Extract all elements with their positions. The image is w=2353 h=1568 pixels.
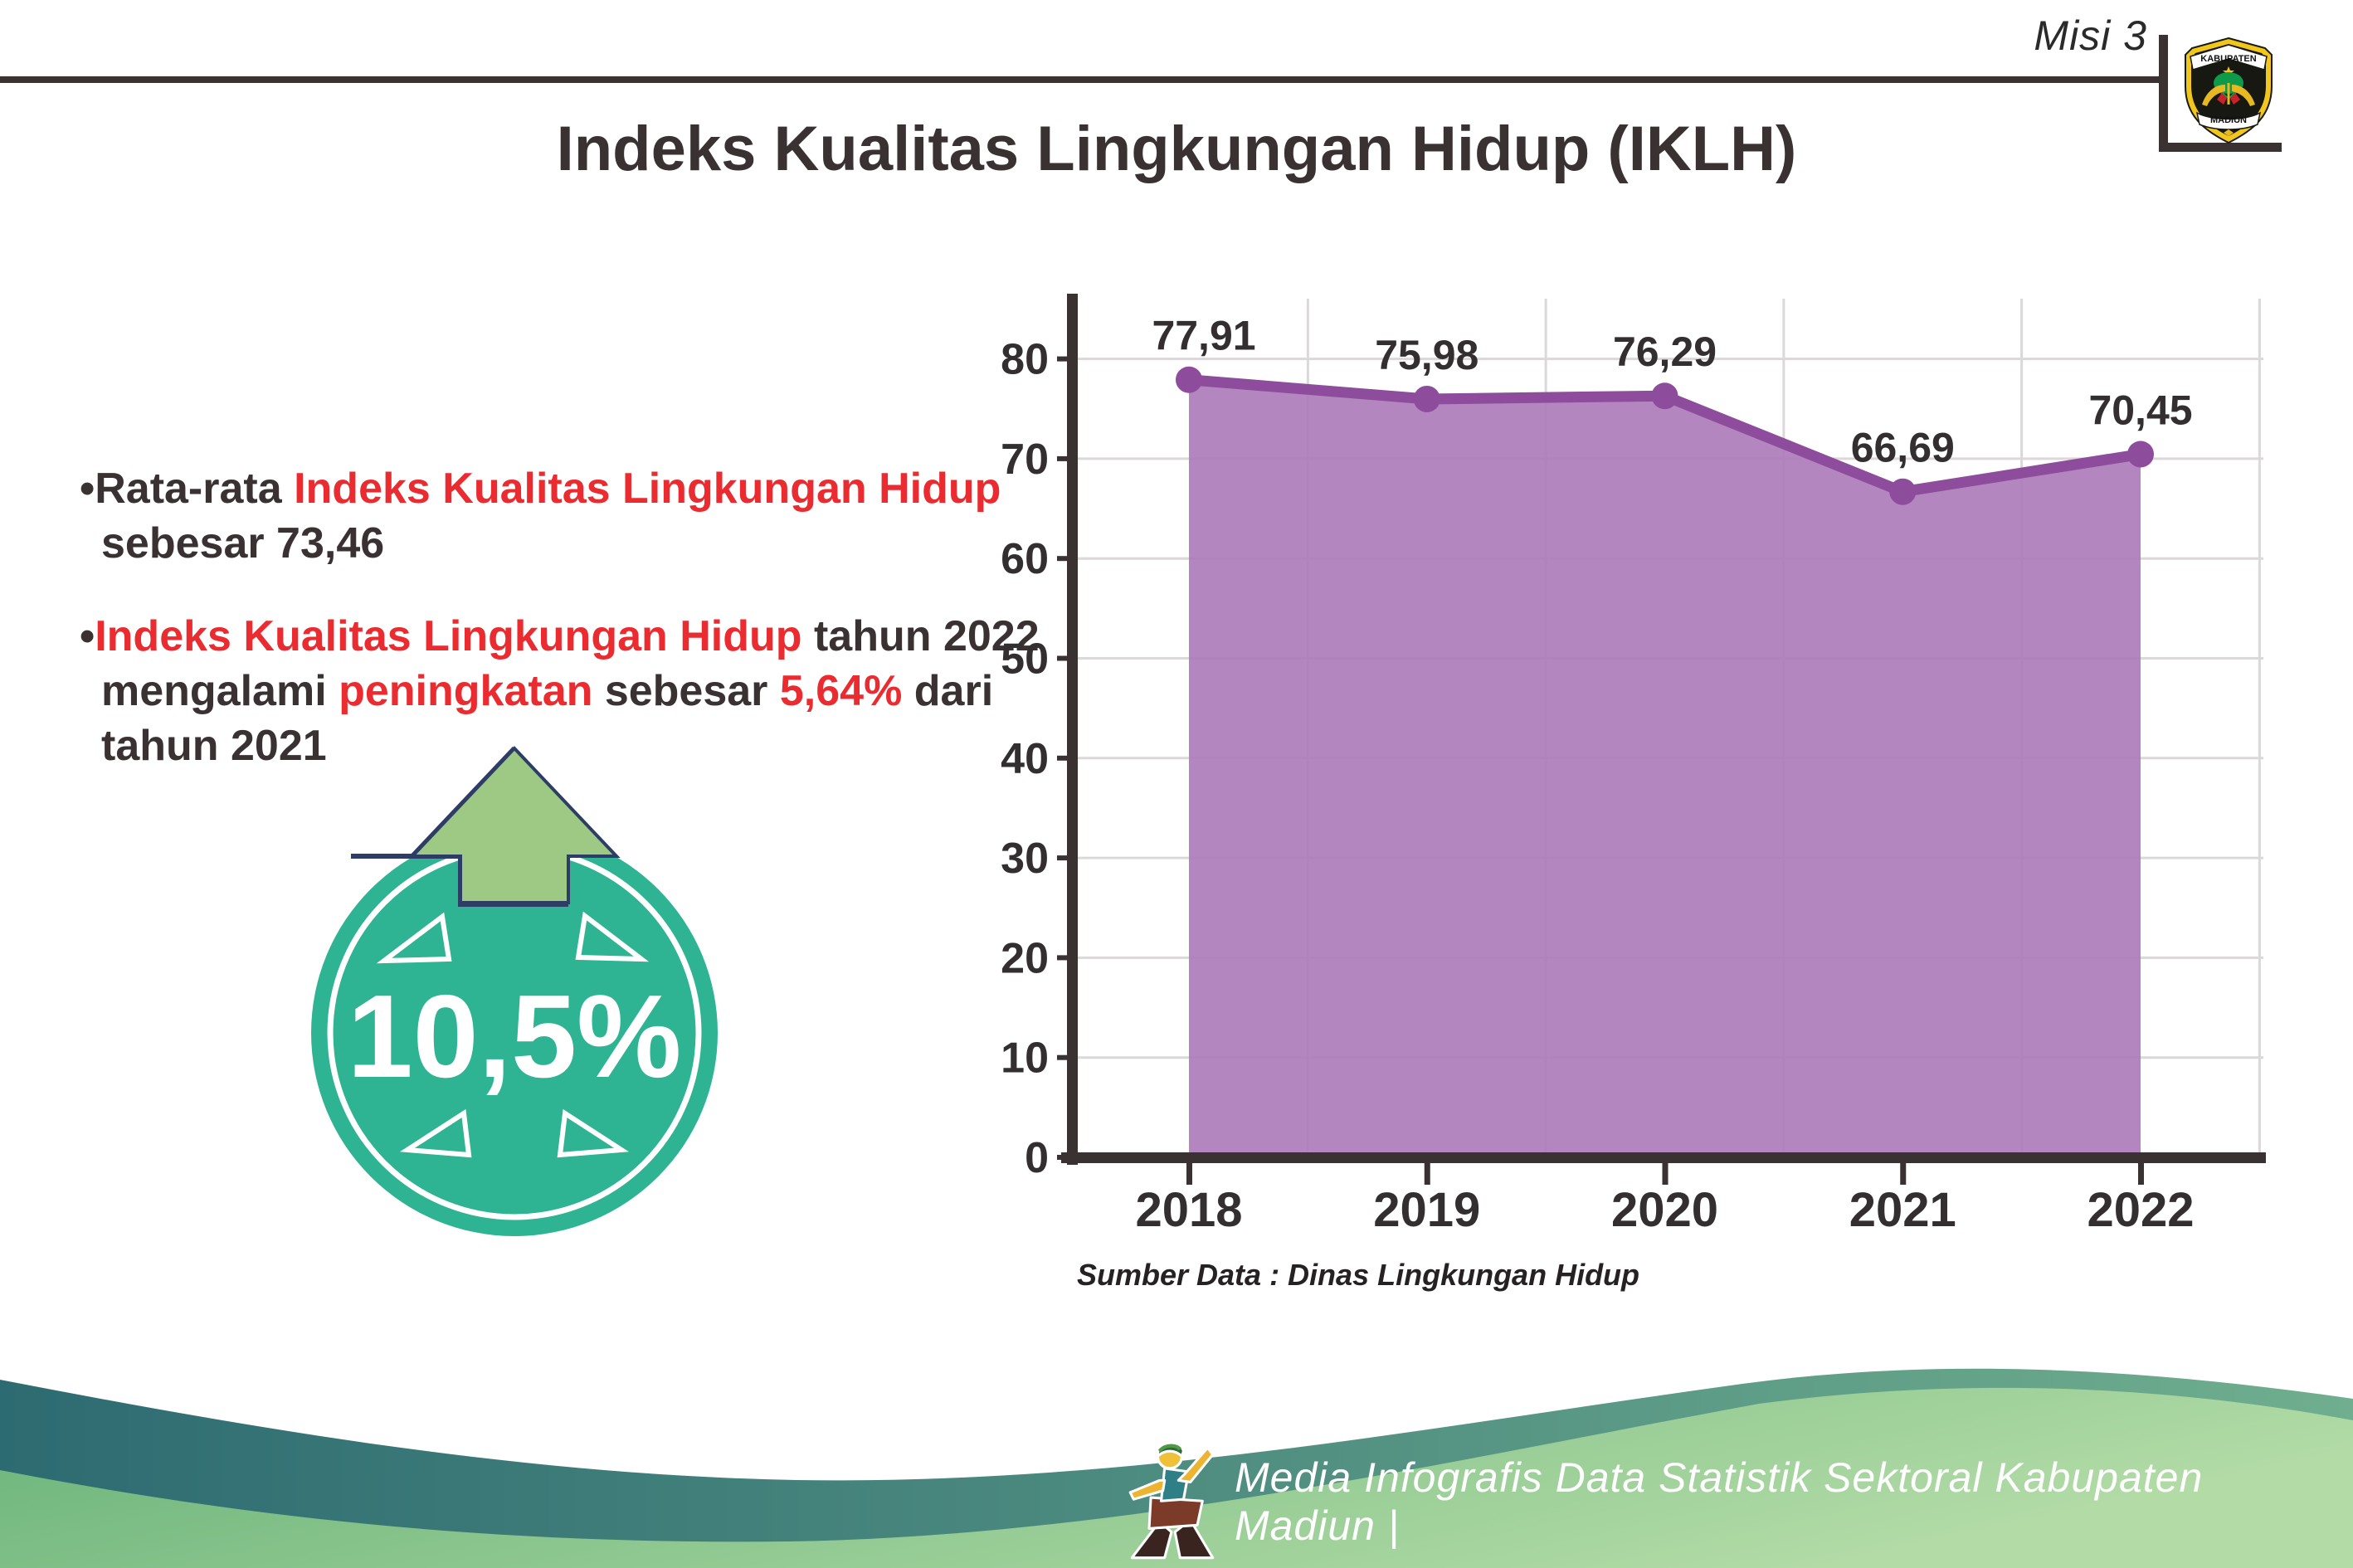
kabupaten-madiun-logo-icon: KABUPATEN MADIUN (2185, 37, 2273, 144)
increase-badge: 10,5% (311, 746, 718, 1236)
svg-text:60: 60 (1001, 535, 1049, 583)
bullet-dot: • (80, 465, 95, 513)
dancer-mascot-icon (1128, 1441, 1215, 1560)
logo-top-text: KABUPATEN (2200, 54, 2256, 64)
footer-wave-decoration (0, 1368, 2353, 1568)
svg-text:70,45: 70,45 (2088, 387, 2192, 433)
badge-corner-triangle (557, 1108, 630, 1158)
logo-frame-horizontal (2159, 143, 2282, 152)
logo-bottom-text: MADIUN (2210, 115, 2247, 125)
svg-text:2022: 2022 (2087, 1183, 2194, 1237)
badge-corner-triangle (575, 911, 650, 962)
bullet-dot: • (80, 612, 95, 660)
logo-frame-vertical (2159, 35, 2168, 152)
svg-text:30: 30 (1001, 835, 1049, 883)
svg-text:75,98: 75,98 (1375, 332, 1479, 378)
svg-text:2020: 2020 (1611, 1183, 1718, 1237)
svg-text:50: 50 (1001, 635, 1049, 684)
badge-value: 10,5% (348, 971, 682, 1103)
bullet-increase-2022: •Indeks Kualitas Lingkungan Hidup tahun … (80, 612, 1040, 770)
source-note: Sumber Data : Dinas Lingkungan Hidup (1077, 1258, 1640, 1292)
svg-text:80: 80 (1001, 336, 1049, 384)
bullet-average-iklh: •Rata-rata Indeks Kualitas Lingkungan Hi… (80, 465, 1001, 567)
svg-text:20: 20 (1001, 934, 1049, 982)
footer-caption: Media Infografis Data Statistik Sektoral… (1235, 1454, 2204, 1549)
svg-text:0: 0 (1025, 1134, 1049, 1182)
misi-label: Misi 3 (2034, 12, 2147, 59)
header-rule (0, 76, 2168, 83)
iklh-chart: 0 10 20 30 40 50 60 70 80 2018 2019 2020 2021 2022 77,… (979, 265, 2273, 1261)
svg-text:77,91: 77,91 (1152, 313, 1255, 359)
badge-corner-triangle (376, 912, 452, 964)
badge-corner-triangle (399, 1108, 472, 1158)
key-findings: •Rata-rata Indeks Kualitas Lingkungan Hi… (80, 461, 1092, 773)
badge-circle (311, 830, 718, 1236)
svg-text:2021: 2021 (1849, 1183, 1956, 1237)
svg-text:40: 40 (1001, 735, 1049, 783)
svg-text:2019: 2019 (1373, 1183, 1480, 1237)
svg-text:10: 10 (1001, 1035, 1049, 1083)
page-title: Indeks Kualitas Lingkungan Hidup (IKLH) (556, 114, 1797, 184)
svg-text:76,29: 76,29 (1613, 329, 1717, 375)
up-arrow-icon (408, 746, 621, 904)
svg-text:2018: 2018 (1135, 1183, 1242, 1237)
svg-text:70: 70 (1001, 436, 1049, 484)
svg-text:66,69: 66,69 (1851, 425, 1955, 471)
green-wave (0, 1387, 2353, 1568)
